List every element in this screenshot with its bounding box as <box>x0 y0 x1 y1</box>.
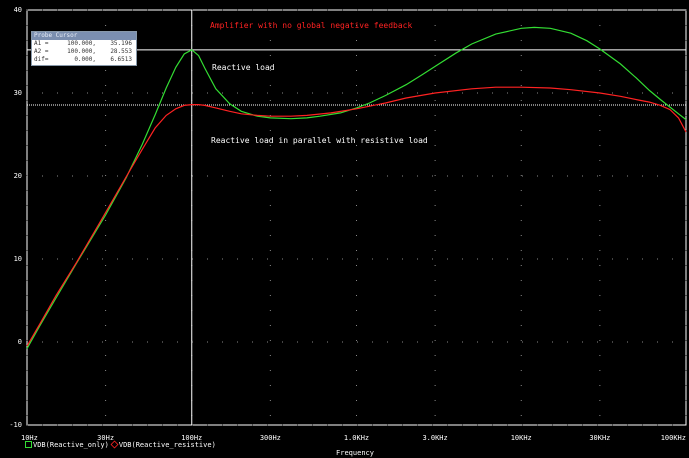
annotation-title: Amplifier with no global negative feedba… <box>210 21 412 30</box>
series-line-vdb-reactive-resistive <box>26 86 687 347</box>
probe-cursors <box>27 10 686 425</box>
annotation-reactive-resistive: Reactive load in parallel with resistive… <box>211 136 428 145</box>
cursor-y-value: 6.6513 <box>110 56 132 63</box>
cursor-name: A2 = <box>34 48 49 55</box>
x-tick-labels: 10Hz 30Hz 100Hz 300Hz 1.0KHz 3.0KHz 10KHz 30KHz… <box>21 434 686 442</box>
x-axis-label: Frequency <box>336 449 374 457</box>
y-tick-label: 30 <box>14 89 22 97</box>
x-tick-label: 10KHz <box>511 434 532 442</box>
grid <box>26 9 687 426</box>
x-tick-label: 3.0KHz <box>422 434 447 442</box>
series-line-vdb-reactive-only <box>26 26 687 349</box>
cursor-x-value: 100.000, <box>67 40 96 47</box>
probe-cursor-panel[interactable]: Probe Cursor A1 = 100.000, 35.196 A2 = 1… <box>31 31 137 66</box>
cursor-name: dif= <box>34 56 49 63</box>
cursor-row-a2: A2 = 100.000, 28.553 <box>32 48 136 56</box>
y-tick-label: -10 <box>9 421 22 429</box>
x-tick-label: 300Hz <box>260 434 281 442</box>
plot-frame <box>26 9 687 426</box>
x-tick-label: 30KHz <box>589 434 610 442</box>
probe-cursor-title: Probe Cursor <box>32 32 136 40</box>
legend-marker-diamond-icon[interactable] <box>110 440 119 449</box>
y-tick-labels: 40 30 20 10 0 -10 <box>9 6 22 429</box>
cursor-y-value: 35.196 <box>110 40 132 47</box>
y-tick-label: 10 <box>14 255 22 263</box>
y-tick-label: 20 <box>14 172 22 180</box>
y-tick-label: 40 <box>14 6 22 14</box>
legend-label-reactive-only[interactable]: VDB(Reactive_only) <box>33 440 109 449</box>
cursor-row-a1: A1 = 100.000, 35.196 <box>32 40 136 48</box>
cursor-x-value: 100.000, <box>67 48 96 55</box>
legend-marker-square-icon[interactable] <box>25 441 32 448</box>
y-tick-label: 0 <box>18 338 22 346</box>
series-lines <box>26 26 687 349</box>
x-tick-label: 1.0KHz <box>344 434 369 442</box>
cursor-y-value: 28.553 <box>110 48 132 55</box>
x-tick-label: 100KHz <box>661 434 686 442</box>
legend-label-reactive-resistive[interactable]: VDB(Reactive_resistive) <box>118 440 216 449</box>
legend: VDB(Reactive_only) VDB(Reactive_resistiv… <box>25 440 216 449</box>
x-tick-label: 100Hz <box>181 434 202 442</box>
annotation-reactive-load: Reactive load <box>212 63 275 72</box>
cursor-row-dif: dif= 0.000, 6.6513 <box>32 56 136 64</box>
x-tick-label: 30Hz <box>97 434 114 442</box>
cursor-x-value: 0.000, <box>74 56 96 63</box>
x-tick-label: 10Hz <box>21 434 38 442</box>
cursor-name: A1 = <box>34 40 49 47</box>
